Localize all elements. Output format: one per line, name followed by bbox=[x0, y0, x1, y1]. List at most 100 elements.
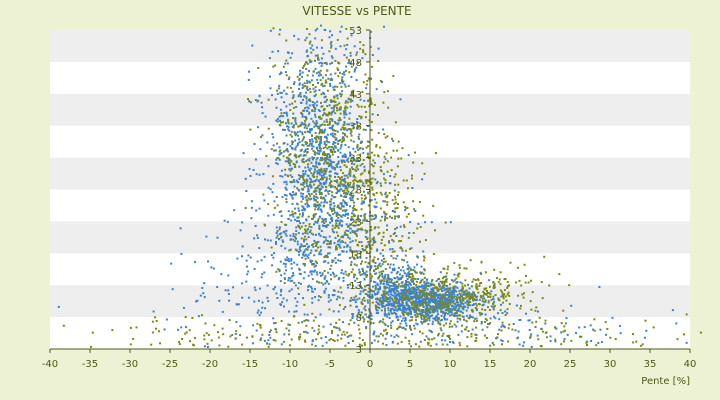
scatter-point-series-1 bbox=[449, 308, 452, 311]
scatter-point-series-1 bbox=[414, 290, 417, 293]
scatter-point-series-1 bbox=[287, 258, 290, 260]
scatter-point-series-2 bbox=[422, 309, 425, 311]
scatter-point-series-2 bbox=[284, 168, 287, 171]
scatter-point-series-2 bbox=[384, 191, 387, 194]
scatter-point-series-1 bbox=[292, 179, 295, 182]
scatter-point-series-2 bbox=[506, 293, 509, 296]
scatter-point-series-1 bbox=[500, 303, 502, 306]
scatter-point-series-2 bbox=[329, 112, 332, 115]
scatter-point-series-2 bbox=[284, 223, 287, 226]
scatter-point-series-1 bbox=[226, 220, 229, 223]
scatter-point-series-1 bbox=[337, 259, 340, 262]
scatter-point-series-2 bbox=[274, 327, 277, 330]
scatter-point-series-1 bbox=[321, 186, 324, 189]
scatter-point-series-2 bbox=[469, 259, 472, 262]
scatter-point-series-2 bbox=[353, 178, 356, 181]
scatter-point-series-2 bbox=[414, 151, 416, 154]
scatter-point-series-2 bbox=[438, 284, 441, 287]
scatter-point-series-2 bbox=[333, 179, 336, 182]
scatter-point-series-2 bbox=[311, 260, 314, 263]
scatter-point-series-1 bbox=[343, 201, 346, 204]
scatter-point-series-1 bbox=[329, 73, 332, 76]
scatter-point-series-2 bbox=[361, 260, 364, 263]
scatter-point-series-1 bbox=[320, 253, 323, 256]
scatter-point-series-1 bbox=[341, 250, 344, 253]
scatter-point-series-1 bbox=[381, 215, 383, 218]
scatter-point-series-2 bbox=[367, 179, 370, 182]
scatter-point-series-2 bbox=[203, 338, 206, 341]
scatter-point-series-1 bbox=[424, 286, 427, 288]
scatter-point-series-1 bbox=[396, 271, 399, 273]
scatter-point-series-1 bbox=[570, 304, 573, 307]
scatter-point-series-2 bbox=[356, 298, 359, 301]
scatter-point-series-1 bbox=[323, 277, 326, 280]
scatter-point-series-2 bbox=[403, 311, 405, 314]
scatter-point-series-1 bbox=[294, 117, 297, 120]
scatter-point-series-2 bbox=[442, 284, 445, 287]
scatter-point-series-2 bbox=[390, 327, 393, 329]
scatter-point-series-1 bbox=[394, 285, 397, 288]
scatter-point-series-1 bbox=[426, 306, 428, 309]
scatter-point-series-1 bbox=[413, 289, 416, 292]
scatter-point-series-2 bbox=[393, 202, 396, 205]
scatter-point-series-1 bbox=[315, 233, 317, 236]
scatter-point-series-2 bbox=[320, 169, 323, 172]
scatter-point-series-2 bbox=[188, 329, 191, 332]
scatter-point-series-1 bbox=[314, 132, 317, 134]
scatter-point-series-2 bbox=[339, 182, 342, 185]
scatter-point-series-1 bbox=[359, 142, 362, 144]
scatter-point-series-1 bbox=[404, 296, 407, 299]
scatter-point-series-2 bbox=[341, 78, 343, 81]
scatter-point-series-1 bbox=[356, 184, 359, 187]
scatter-point-series-1 bbox=[344, 192, 347, 195]
scatter-point-series-2 bbox=[295, 233, 297, 236]
scatter-point-series-1 bbox=[374, 272, 377, 275]
scatter-point-series-1 bbox=[392, 285, 395, 288]
scatter-point-series-2 bbox=[652, 326, 655, 329]
scatter-point-series-2 bbox=[344, 107, 346, 110]
scatter-point-series-1 bbox=[483, 301, 486, 304]
scatter-point-series-1 bbox=[356, 121, 358, 124]
scatter-point-series-1 bbox=[359, 98, 362, 101]
scatter-point-series-2 bbox=[445, 280, 448, 283]
scatter-point-series-2 bbox=[405, 179, 408, 182]
scatter-point-series-1 bbox=[353, 299, 356, 301]
scatter-point-series-2 bbox=[304, 224, 307, 227]
scatter-point-series-1 bbox=[414, 314, 417, 317]
scatter-point-series-1 bbox=[279, 28, 282, 31]
scatter-point-series-1 bbox=[431, 299, 433, 302]
scatter-point-series-1 bbox=[254, 225, 257, 227]
scatter-point-series-1 bbox=[408, 300, 411, 302]
scatter-point-series-2 bbox=[511, 328, 514, 331]
scatter-point-series-1 bbox=[438, 301, 441, 304]
scatter-point-series-2 bbox=[306, 127, 308, 130]
scatter-point-series-1 bbox=[315, 161, 318, 164]
scatter-point-series-2 bbox=[154, 316, 157, 319]
scatter-point-series-1 bbox=[327, 192, 330, 195]
scatter-point-series-1 bbox=[328, 126, 331, 129]
scatter-point-series-1 bbox=[337, 69, 339, 71]
scatter-point-series-1 bbox=[284, 173, 287, 176]
scatter-point-series-2 bbox=[203, 334, 206, 337]
scatter-point-series-1 bbox=[466, 303, 469, 306]
scatter-point-series-1 bbox=[289, 174, 292, 177]
scatter-point-series-1 bbox=[259, 148, 262, 151]
scatter-point-series-1 bbox=[376, 293, 379, 295]
scatter-point-series-1 bbox=[455, 325, 458, 328]
scatter-point-series-2 bbox=[365, 275, 368, 278]
scatter-point-series-2 bbox=[432, 204, 435, 207]
scatter-point-series-1 bbox=[383, 314, 386, 317]
scatter-point-series-2 bbox=[425, 292, 428, 295]
scatter-point-series-2 bbox=[489, 344, 492, 347]
scatter-point-series-2 bbox=[354, 232, 356, 235]
scatter-point-series-2 bbox=[332, 109, 335, 112]
scatter-point-series-1 bbox=[313, 90, 316, 93]
scatter-point-series-1 bbox=[419, 303, 422, 306]
scatter-point-series-2 bbox=[379, 219, 382, 222]
scatter-point-series-2 bbox=[159, 342, 161, 345]
scatter-point-series-1 bbox=[328, 104, 331, 107]
scatter-point-series-1 bbox=[339, 151, 342, 154]
scatter-point-series-2 bbox=[282, 121, 284, 124]
scatter-point-series-1 bbox=[347, 230, 350, 232]
scatter-point-series-1 bbox=[309, 259, 312, 262]
